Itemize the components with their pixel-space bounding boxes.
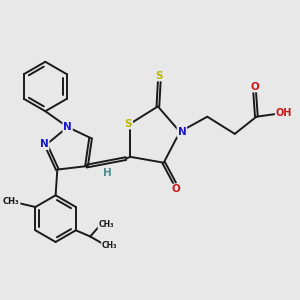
Text: S: S — [155, 70, 163, 80]
Text: N: N — [40, 139, 49, 149]
Text: CH₃: CH₃ — [3, 197, 20, 206]
Text: O: O — [250, 82, 259, 92]
Text: H: H — [103, 168, 112, 178]
Text: OH: OH — [276, 108, 292, 118]
Text: CH₃: CH₃ — [98, 220, 114, 229]
Text: S: S — [124, 118, 132, 129]
Text: CH₃: CH₃ — [102, 241, 117, 250]
Text: N: N — [178, 127, 186, 137]
Text: N: N — [63, 122, 72, 132]
Text: O: O — [172, 184, 181, 194]
